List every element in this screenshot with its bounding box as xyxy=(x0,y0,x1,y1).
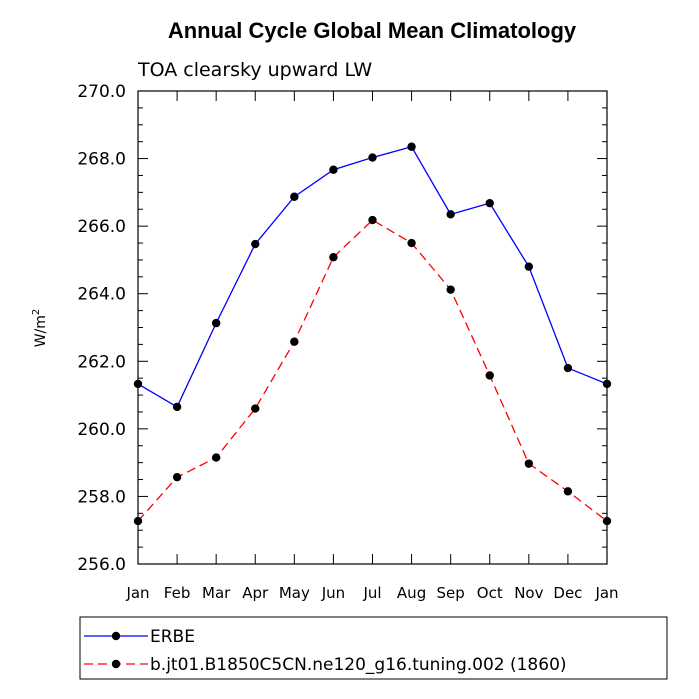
data-point-series-2 xyxy=(172,472,182,482)
y-tick-label: 268.0 xyxy=(77,150,126,170)
data-point-series-2 xyxy=(290,337,299,346)
data-point-series-2 xyxy=(211,453,221,462)
data-point-series-2 xyxy=(368,215,377,225)
axis-ticks xyxy=(137,90,608,565)
series-line-1 xyxy=(137,145,608,408)
y-axis-label: W/m2 xyxy=(31,309,49,348)
y-tick-labels: 256.0 258.0 260.0 262.0 264.0 266.0 268.0 270.0 xyxy=(77,82,126,575)
data-point-series-2 xyxy=(485,371,494,380)
x-tick-label: Aug xyxy=(397,584,426,602)
data-point-series-2 xyxy=(251,404,260,413)
x-tick-label: Jan xyxy=(125,584,149,602)
x-tick-label: Mar xyxy=(202,584,231,602)
y-axis-label-base: W/m xyxy=(33,315,49,347)
y-axis-label-superscript: 2 xyxy=(31,309,42,315)
data-point-series-1 xyxy=(172,402,182,412)
data-point-series-2 xyxy=(446,285,455,294)
data-point-series-2 xyxy=(524,459,534,468)
legend-marker-1 xyxy=(111,631,121,641)
data-point-series-1 xyxy=(290,192,299,201)
plot-frame xyxy=(137,90,608,565)
y-tick-label: 262.0 xyxy=(77,352,126,372)
data-point-series-1 xyxy=(563,363,573,373)
x-tick-label: Feb xyxy=(164,584,191,602)
data-point-series-2 xyxy=(329,253,338,262)
data-point-series-1 xyxy=(446,210,455,219)
y-tick-label: 270.0 xyxy=(77,82,126,102)
y-tick-label: 264.0 xyxy=(77,285,126,305)
data-point-series-1 xyxy=(407,142,416,151)
data-point-series-1 xyxy=(133,379,143,389)
data-point-series-1 xyxy=(368,153,377,162)
legend-marker-2 xyxy=(111,659,121,669)
y-tick-label: 258.0 xyxy=(77,487,126,507)
data-point-series-1 xyxy=(251,239,260,249)
y-tick-label: 260.0 xyxy=(77,420,126,440)
x-tick-labels: Jan Feb Mar Apr May Jun Jul Aug Sep Oct Nov Dec Jan xyxy=(125,584,618,602)
data-point-series-1 xyxy=(602,379,612,389)
data-point-series-2 xyxy=(407,238,416,248)
legend-label-1: ERBE xyxy=(150,627,195,647)
series-layer xyxy=(133,142,612,526)
data-point-series-1 xyxy=(485,198,494,208)
y-tick-label: 256.0 xyxy=(77,555,126,575)
x-tick-label: Jul xyxy=(362,584,381,602)
data-point-series-2 xyxy=(602,516,612,526)
data-point-series-2 xyxy=(133,516,143,526)
chart-title: Annual Cycle Global Mean Climatology xyxy=(168,18,577,43)
data-point-series-2 xyxy=(563,487,573,496)
x-tick-label: May xyxy=(279,584,310,602)
legend-label-2: b.jt01.B1850C5CN.ne120_g16.tuning.002 (1… xyxy=(150,655,567,675)
x-tick-label: Dec xyxy=(553,584,582,602)
data-point-series-1 xyxy=(211,318,221,328)
x-tick-label: Apr xyxy=(242,584,269,602)
x-tick-label: Oct xyxy=(477,584,503,602)
x-tick-label: Sep xyxy=(437,584,465,602)
x-tick-label: Jan xyxy=(594,584,618,602)
series-line-2 xyxy=(137,219,608,522)
legend: ERBE b.jt01.B1850C5CN.ne120_g16.tuning.00… xyxy=(84,627,567,675)
data-point-series-1 xyxy=(524,262,534,271)
x-tick-label: Nov xyxy=(514,584,543,602)
data-point-series-1 xyxy=(329,165,338,174)
x-tick-label: Jun xyxy=(321,584,345,602)
legend-box xyxy=(79,616,668,680)
y-tick-label: 266.0 xyxy=(77,217,126,237)
chart-subtitle: TOA clearsky upward LW xyxy=(137,59,372,81)
